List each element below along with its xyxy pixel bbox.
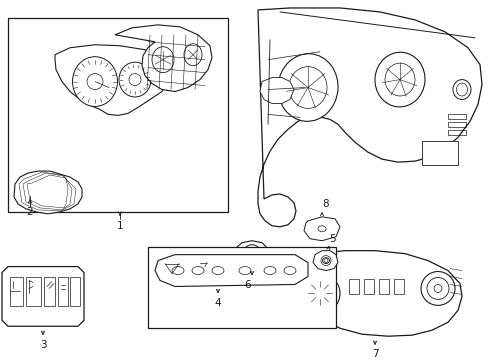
Bar [8,18,227,212]
Ellipse shape [152,47,174,73]
Bar [148,247,335,328]
Polygon shape [2,266,84,326]
Bar [447,122,465,127]
Bar [44,276,55,306]
Circle shape [299,274,339,313]
Bar [363,279,373,294]
Ellipse shape [183,44,202,66]
Polygon shape [115,25,212,91]
Text: 3: 3 [40,340,46,350]
Bar [447,114,465,120]
Bar [70,276,80,306]
Ellipse shape [119,62,151,97]
Bar [348,279,358,294]
Text: 6: 6 [244,280,251,291]
Polygon shape [14,171,82,214]
Bar [378,279,388,294]
Polygon shape [235,241,267,266]
Bar [26,276,41,306]
Circle shape [420,271,454,305]
Polygon shape [55,45,168,116]
Polygon shape [304,217,339,241]
Bar [58,276,68,306]
Bar [421,141,457,165]
Bar [10,276,23,306]
Circle shape [243,245,261,262]
Text: 5: 5 [329,234,336,244]
Bar [393,279,403,294]
Text: 8: 8 [322,199,328,209]
Polygon shape [312,251,337,271]
Text: 1: 1 [117,221,123,231]
Text: 7: 7 [371,349,378,359]
Bar [447,130,465,135]
Ellipse shape [72,57,117,107]
Polygon shape [293,251,461,336]
Text: 4: 4 [214,298,221,309]
Polygon shape [155,255,307,287]
Ellipse shape [374,52,424,107]
Polygon shape [258,8,481,227]
Ellipse shape [277,54,337,121]
Text: 2: 2 [27,207,33,217]
Ellipse shape [452,80,470,99]
Ellipse shape [322,258,329,264]
Polygon shape [260,78,293,103]
